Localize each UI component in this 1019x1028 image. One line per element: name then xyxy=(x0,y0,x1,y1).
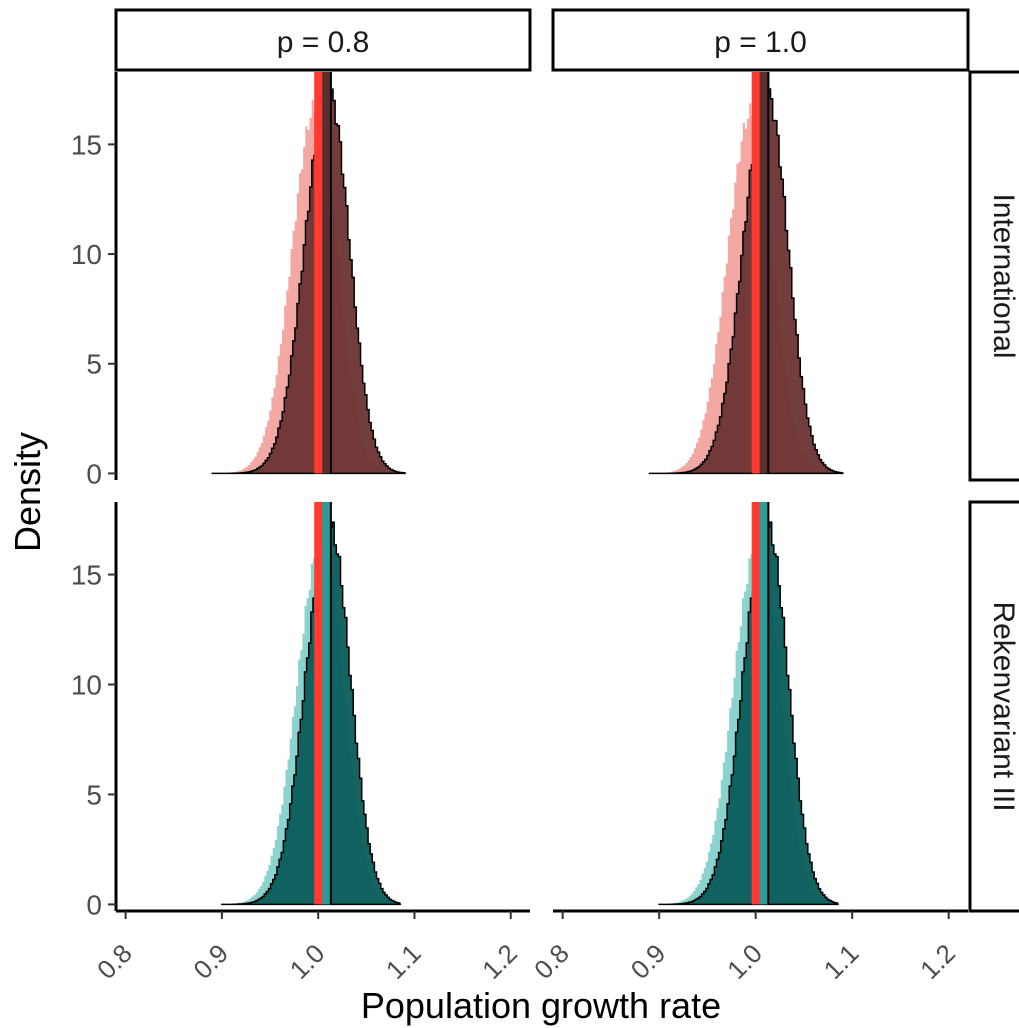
y-tick-label: 15 xyxy=(71,129,102,160)
reference-line-one xyxy=(314,72,323,474)
reference-line-one xyxy=(314,502,323,905)
x-tick-label: 1.1 xyxy=(380,938,427,985)
reference-line-one xyxy=(751,72,760,474)
facet-panel xyxy=(193,72,406,475)
x-tick-label: 1.0 xyxy=(284,938,331,985)
reference-line-mean xyxy=(759,502,770,905)
y-tick-label: 10 xyxy=(71,670,102,701)
reference-line-mean xyxy=(321,502,332,905)
histogram-dark xyxy=(658,521,839,906)
y-tick-label: 0 xyxy=(86,889,102,920)
facet-strip-column-label: p = 1.0 xyxy=(714,26,807,59)
facet-strip-column xyxy=(114,8,532,72)
facet-strip-row-label: International xyxy=(987,193,1019,358)
facet-strip-column-label: p = 0.8 xyxy=(277,26,370,59)
x-tick-label: 1.2 xyxy=(476,938,523,985)
x-tick-label: 1.0 xyxy=(721,938,768,985)
facet-strip-column xyxy=(551,8,970,72)
facet-strip-row-label: Rekenvariant III xyxy=(987,601,1019,811)
reference-line-mean xyxy=(759,72,770,474)
histogram-dark xyxy=(211,85,406,475)
x-tick-label: 0.9 xyxy=(187,938,234,985)
x-tick-label: 1.2 xyxy=(914,938,961,985)
facet-panel xyxy=(630,72,844,475)
reference-line-one xyxy=(751,502,760,905)
facet-panel xyxy=(658,502,839,906)
y-axis-title: Density xyxy=(7,432,48,552)
facet-strip-row xyxy=(968,70,1019,482)
x-tick-label: 0.9 xyxy=(625,938,672,985)
y-tick-label: 0 xyxy=(86,458,102,489)
y-tick-label: 5 xyxy=(86,349,102,380)
reference-line-mean xyxy=(321,72,332,474)
histogram-dark xyxy=(648,88,844,475)
y-tick-label: 10 xyxy=(71,239,102,270)
y-tick-label: 15 xyxy=(71,560,102,591)
y-tick-label: 5 xyxy=(86,779,102,810)
x-tick-label: 0.8 xyxy=(528,938,575,985)
x-tick-label: 1.1 xyxy=(818,938,865,985)
facet-strip-row xyxy=(968,500,1019,913)
x-tick-label: 0.8 xyxy=(91,938,138,985)
facet-panel xyxy=(221,502,402,906)
x-axis-title: Population growth rate xyxy=(361,985,721,1026)
histogram-dark xyxy=(221,521,402,906)
